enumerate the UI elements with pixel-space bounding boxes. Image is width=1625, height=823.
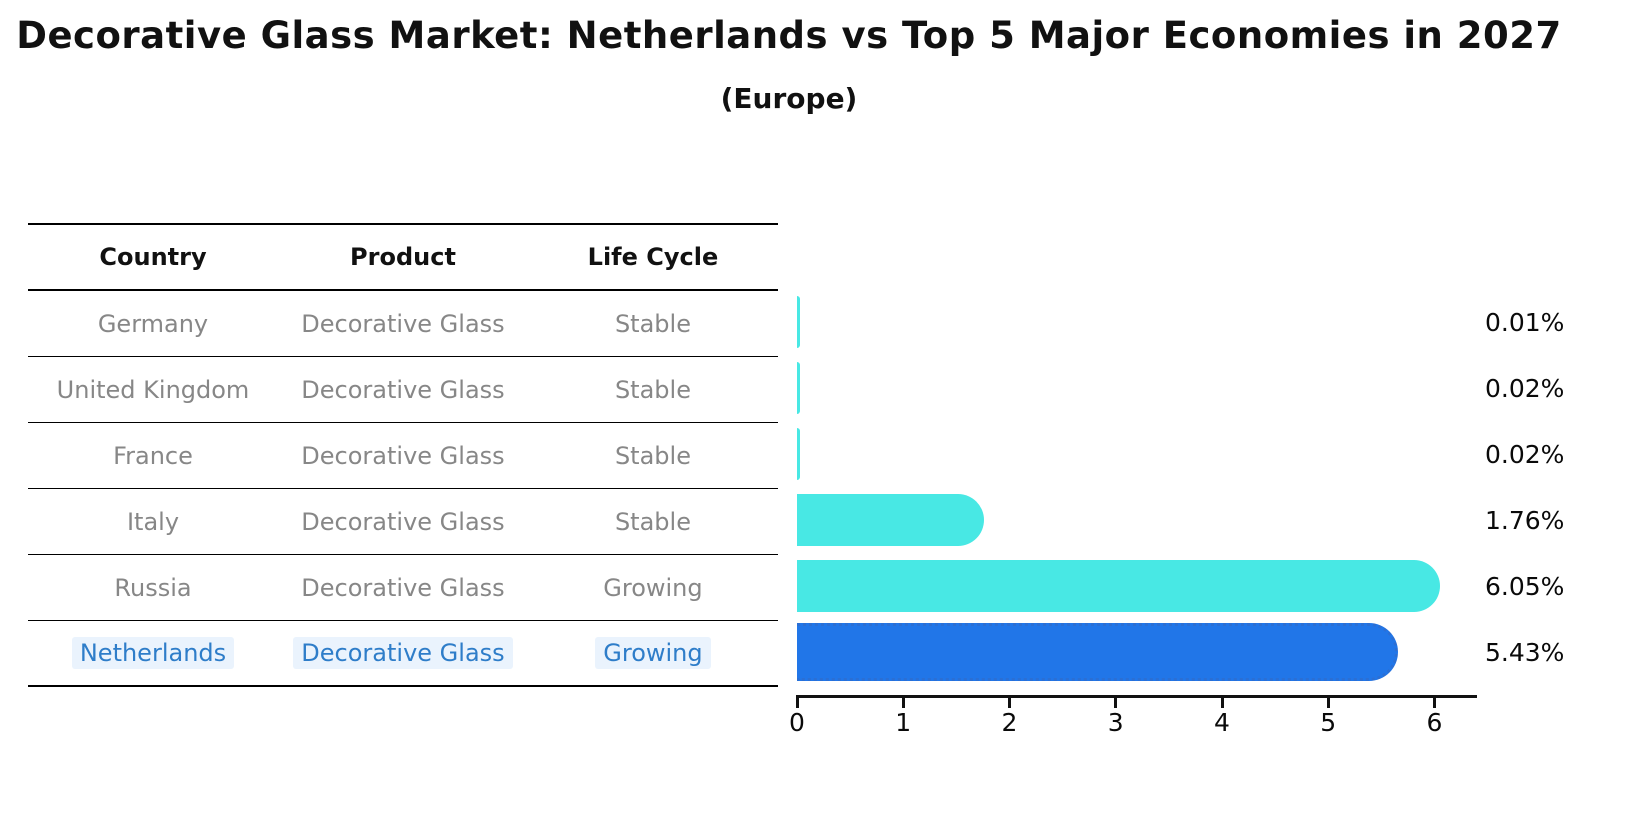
product-cell: Decorative Glass	[278, 423, 528, 488]
product-cell: Decorative Glass	[278, 555, 528, 620]
column-header-product: Product	[350, 243, 456, 271]
life-cycle-value: Growing	[595, 637, 711, 669]
bar-italy	[797, 494, 984, 546]
country-value: Germany	[97, 309, 209, 338]
country-cell: Italy	[28, 489, 278, 554]
product-cell: Decorative Glass	[278, 621, 528, 685]
value-label: 6.05%	[1485, 571, 1565, 601]
bar-chart: 0.01% 0.02% 0.02% 1.76% 6.05% 5.43%	[797, 0, 1625, 823]
x-tick-label: 4	[1214, 708, 1230, 737]
product-value: Decorative Glass	[301, 441, 505, 470]
x-tick	[1326, 695, 1330, 708]
product-value: Decorative Glass	[301, 309, 505, 338]
x-tick	[795, 695, 799, 708]
chart-title: Decorative Glass Market: Netherlands vs …	[16, 14, 1562, 57]
country-value: United Kingdom	[56, 375, 250, 404]
x-tick-label: 5	[1320, 708, 1337, 737]
value-label: 0.02%	[1485, 439, 1565, 469]
life-cycle-value: Stable	[614, 375, 691, 404]
country-value: Netherlands	[71, 637, 235, 669]
bar-row-russia: 6.05%	[797, 560, 1625, 612]
product-value: Decorative Glass	[301, 573, 505, 602]
x-tick-label: 3	[1107, 708, 1124, 737]
table-row: Russia Decorative Glass Growing	[28, 555, 778, 621]
life-cycle-value: Growing	[603, 573, 703, 602]
life-cycle-value: Stable	[614, 309, 691, 338]
column-header-country: Country	[99, 243, 207, 271]
country-cell: Russia	[28, 555, 278, 620]
life-cycle-cell: Stable	[528, 291, 778, 356]
table-row: Germany Decorative Glass Stable	[28, 291, 778, 357]
bar-united-kingdom	[797, 362, 800, 414]
value-label: 0.01%	[1485, 307, 1565, 337]
life-cycle-cell: Growing	[528, 621, 778, 685]
country-cell: United Kingdom	[28, 357, 278, 422]
comparison-table: Country Product Life Cycle Germany Decor…	[28, 223, 778, 687]
bar-row-united-kingdom: 0.02%	[797, 362, 1625, 414]
x-tick	[1220, 695, 1224, 708]
bar-france	[797, 428, 800, 480]
value-label: 0.02%	[1485, 373, 1565, 403]
x-tick	[1008, 695, 1011, 708]
life-cycle-value: Stable	[614, 507, 691, 536]
country-cell: France	[28, 423, 278, 488]
product-value: Decorative Glass	[301, 507, 505, 536]
country-value: Italy	[126, 507, 180, 536]
table-row: France Decorative Glass Stable	[28, 423, 778, 489]
life-cycle-cell: Growing	[528, 555, 778, 620]
bar-row-france: 0.02%	[797, 428, 1625, 480]
product-cell: Decorative Glass	[278, 291, 528, 356]
bar-row-netherlands: 5.43%	[797, 623, 1625, 681]
x-tick-label: 1	[895, 708, 912, 737]
table-header-row: Country Product Life Cycle	[28, 225, 778, 291]
x-axis-line	[797, 695, 1477, 698]
product-cell: Decorative Glass	[278, 357, 528, 422]
bar-netherlands-highlighted	[797, 623, 1398, 681]
x-tick-label: 2	[1001, 708, 1018, 737]
bar-row-italy: 1.76%	[797, 494, 1625, 546]
country-value: France	[113, 441, 193, 470]
bar-germany	[797, 296, 800, 348]
table-row: Italy Decorative Glass Stable	[28, 489, 778, 555]
country-cell: Netherlands	[28, 621, 278, 685]
x-tick-label: 0	[789, 708, 805, 737]
product-value: Decorative Glass	[301, 375, 505, 404]
table-row: United Kingdom Decorative Glass Stable	[28, 357, 778, 423]
x-tick	[1433, 695, 1436, 708]
life-cycle-cell: Stable	[528, 489, 778, 554]
life-cycle-cell: Stable	[528, 423, 778, 488]
value-label: 1.76%	[1485, 505, 1565, 535]
life-cycle-value: Stable	[614, 441, 691, 470]
x-tick-label: 6	[1426, 708, 1443, 737]
product-cell: Decorative Glass	[278, 489, 528, 554]
column-header-life-cycle: Life Cycle	[587, 243, 719, 271]
country-cell: Germany	[28, 291, 278, 356]
product-value: Decorative Glass	[293, 637, 513, 669]
x-tick	[1114, 695, 1118, 708]
bar-russia	[797, 560, 1440, 612]
value-label: 5.43%	[1485, 637, 1565, 667]
x-tick	[901, 695, 905, 708]
bar-row-germany: 0.01%	[797, 296, 1625, 348]
chart-subtitle: (Europe)	[720, 82, 858, 115]
life-cycle-cell: Stable	[528, 357, 778, 422]
country-value: Russia	[114, 573, 192, 602]
table-row-netherlands: Netherlands Decorative Glass Growing	[28, 621, 778, 687]
